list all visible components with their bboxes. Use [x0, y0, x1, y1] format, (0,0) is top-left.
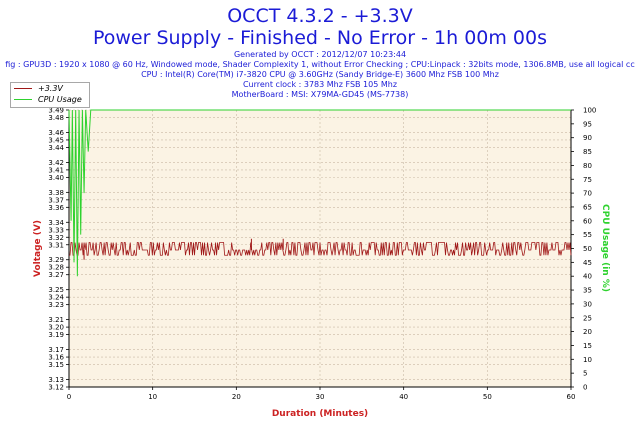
series-voltage — [69, 238, 572, 260]
generated-text: Generated by OCCT : 2012/12/07 10:23:44 — [233, 50, 407, 59]
y-tick-label: 3.12 — [48, 384, 64, 392]
y2-tick-label: 65 — [583, 203, 592, 211]
y2-tick-label: 75 — [583, 176, 592, 184]
x-tick-label: 30 — [316, 393, 325, 401]
y-tick-label: 3.49 — [48, 107, 64, 115]
x-tick-label: 0 — [67, 393, 71, 401]
legend-item-cpu: CPU Usage — [14, 95, 82, 105]
y-tick-label: 3.23 — [48, 301, 64, 309]
y-tick-label: 3.48 — [48, 114, 64, 122]
x-tick-label: 20 — [232, 393, 241, 401]
y-tick-label: 3.42 — [48, 159, 64, 167]
y2-tick-label: 15 — [583, 342, 592, 350]
x-tick-label: 50 — [483, 393, 492, 401]
y-tick-label: 3.24 — [48, 294, 64, 302]
y-tick-label: 3.40 — [48, 174, 64, 182]
y2-tick-label: 0 — [583, 384, 587, 392]
y2-tick-label: 70 — [583, 190, 592, 198]
y-tick-label: 3.46 — [48, 129, 64, 137]
y2-tick-label: 5 — [583, 370, 587, 378]
motherboard-text: MotherBoard : MSI: X79MA-GD45 (MS-7738) — [231, 90, 409, 99]
y2-tick-label: 45 — [583, 259, 592, 267]
cpu-usage-line — [68, 109, 571, 277]
legend-label-cpu: CPU Usage — [38, 95, 82, 104]
y2-tick-label: 35 — [583, 287, 592, 295]
y2-tick-label: 10 — [583, 356, 592, 364]
y-tick-label: 3.25 — [48, 286, 64, 294]
y2-tick-label: 80 — [583, 162, 592, 170]
legend-item-voltage: +3.3V — [14, 84, 63, 94]
y2-tick-label: 90 — [583, 134, 592, 142]
x-axis-title: Duration (Minutes) — [272, 409, 368, 419]
y-tick-label: 3.38 — [48, 189, 64, 197]
chart-title-line2: Power Supply - Finished - No Error - 1h … — [92, 27, 548, 49]
y-tick-label: 3.45 — [48, 136, 64, 144]
y-tick-label: 3.28 — [48, 264, 64, 272]
legend-swatch-cpu — [14, 99, 32, 100]
y2-tick-label: 95 — [583, 120, 592, 128]
y-tick-label: 3.41 — [48, 166, 64, 174]
cpu-text: CPU : Intel(R) Core(TM) i7-3820 CPU @ 3.… — [141, 70, 499, 79]
y2-tick-label: 60 — [583, 217, 592, 225]
y2-tick-label: 55 — [583, 231, 592, 239]
y2-tick-label: 40 — [583, 273, 592, 281]
y2-tick-label: 30 — [583, 300, 592, 308]
y-tick-label: 3.29 — [48, 256, 64, 264]
chart-title-line1: OCCT 4.3.2 - +3.3V — [227, 5, 413, 27]
y-tick-label: 3.34 — [48, 219, 64, 227]
y2-tick-label: 20 — [583, 328, 592, 336]
y-tick-label: 3.21 — [48, 316, 64, 324]
y-tick-label: 3.44 — [48, 144, 64, 152]
y2-tick-label: 50 — [583, 245, 592, 253]
y2-axis-title: CPU Usage (in %) — [600, 204, 610, 292]
y-tick-label: 3.15 — [48, 361, 64, 369]
y-tick-label: 3.19 — [48, 331, 64, 339]
y2-tick-label: 85 — [583, 148, 592, 156]
chart-legend: +3.3V CPU Usage — [10, 82, 90, 108]
x-tick-label: 60 — [567, 393, 576, 401]
y-tick-label: 3.36 — [48, 204, 64, 212]
y2-tick-label: 25 — [583, 314, 592, 322]
y-tick-label: 3.27 — [48, 271, 64, 279]
y-tick-label: 3.32 — [48, 234, 64, 242]
x-tick-label: 10 — [148, 393, 157, 401]
y-tick-label: 3.37 — [48, 196, 64, 204]
series-cpu — [68, 109, 571, 277]
x-tick-label: 40 — [399, 393, 408, 401]
y-tick-label: 3.31 — [48, 241, 64, 249]
y-tick-label: 3.20 — [48, 324, 64, 332]
y2-tick-label: 100 — [583, 107, 596, 115]
y-tick-label: 3.13 — [48, 376, 64, 384]
clock-text: Current clock : 3783 Mhz FSB 105 Mhz — [242, 80, 398, 89]
y-axis-title: Voltage (V) — [33, 220, 43, 277]
legend-label-voltage: +3.3V — [38, 84, 63, 93]
voltage-line — [69, 242, 572, 256]
config-text: fig : GPU3D : 1920 x 1080 @ 60 Hz, Windo… — [5, 60, 635, 69]
legend-swatch-voltage — [14, 88, 32, 89]
y-tick-label: 3.33 — [48, 226, 64, 234]
y-tick-label: 3.16 — [48, 354, 64, 362]
y-tick-label: 3.17 — [48, 346, 64, 354]
